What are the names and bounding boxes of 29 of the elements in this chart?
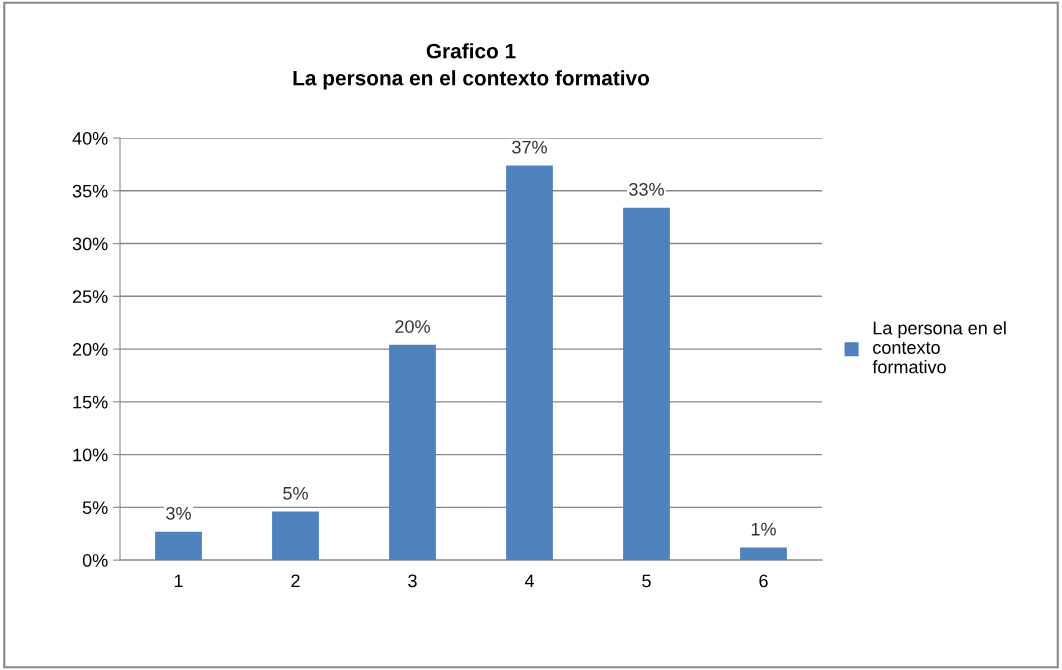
- data-label: 1%: [751, 522, 776, 536]
- x-tick-label: 6: [759, 574, 768, 588]
- data-label: 5%: [283, 486, 308, 500]
- y-tick-label: 15%: [73, 395, 108, 409]
- bar: [623, 207, 670, 561]
- x-tick-label: 2: [291, 574, 300, 588]
- x-tick-label: 5: [642, 574, 651, 588]
- legend-label: La persona en el contexto formativo: [872, 321, 1006, 374]
- y-tick-label: 30%: [72, 237, 108, 251]
- y-tick-label: 10%: [73, 448, 108, 462]
- y-tick-label: 0%: [82, 554, 108, 567]
- x-tick-label: 1: [174, 574, 183, 588]
- bar: [740, 547, 787, 561]
- x-tick-label: 4: [524, 574, 534, 588]
- x-tick-label: 3: [408, 574, 417, 588]
- bar: [272, 511, 319, 561]
- data-label: 33%: [629, 182, 664, 196]
- data-label: 37%: [512, 140, 547, 154]
- bar: [506, 165, 553, 561]
- chart-title: Grafico 1 La persona en el contexto formativo: [293, 43, 650, 90]
- data-label: 3%: [166, 506, 191, 520]
- bar: [389, 344, 436, 561]
- y-tick-label: 40%: [72, 131, 108, 145]
- y-tick-label: 25%: [72, 290, 108, 304]
- bar: [155, 531, 202, 561]
- y-tick-label: 5%: [82, 501, 108, 515]
- y-tick-label: 20%: [72, 343, 108, 356]
- y-tick-label: 35%: [72, 184, 108, 198]
- data-label: 20%: [395, 320, 430, 333]
